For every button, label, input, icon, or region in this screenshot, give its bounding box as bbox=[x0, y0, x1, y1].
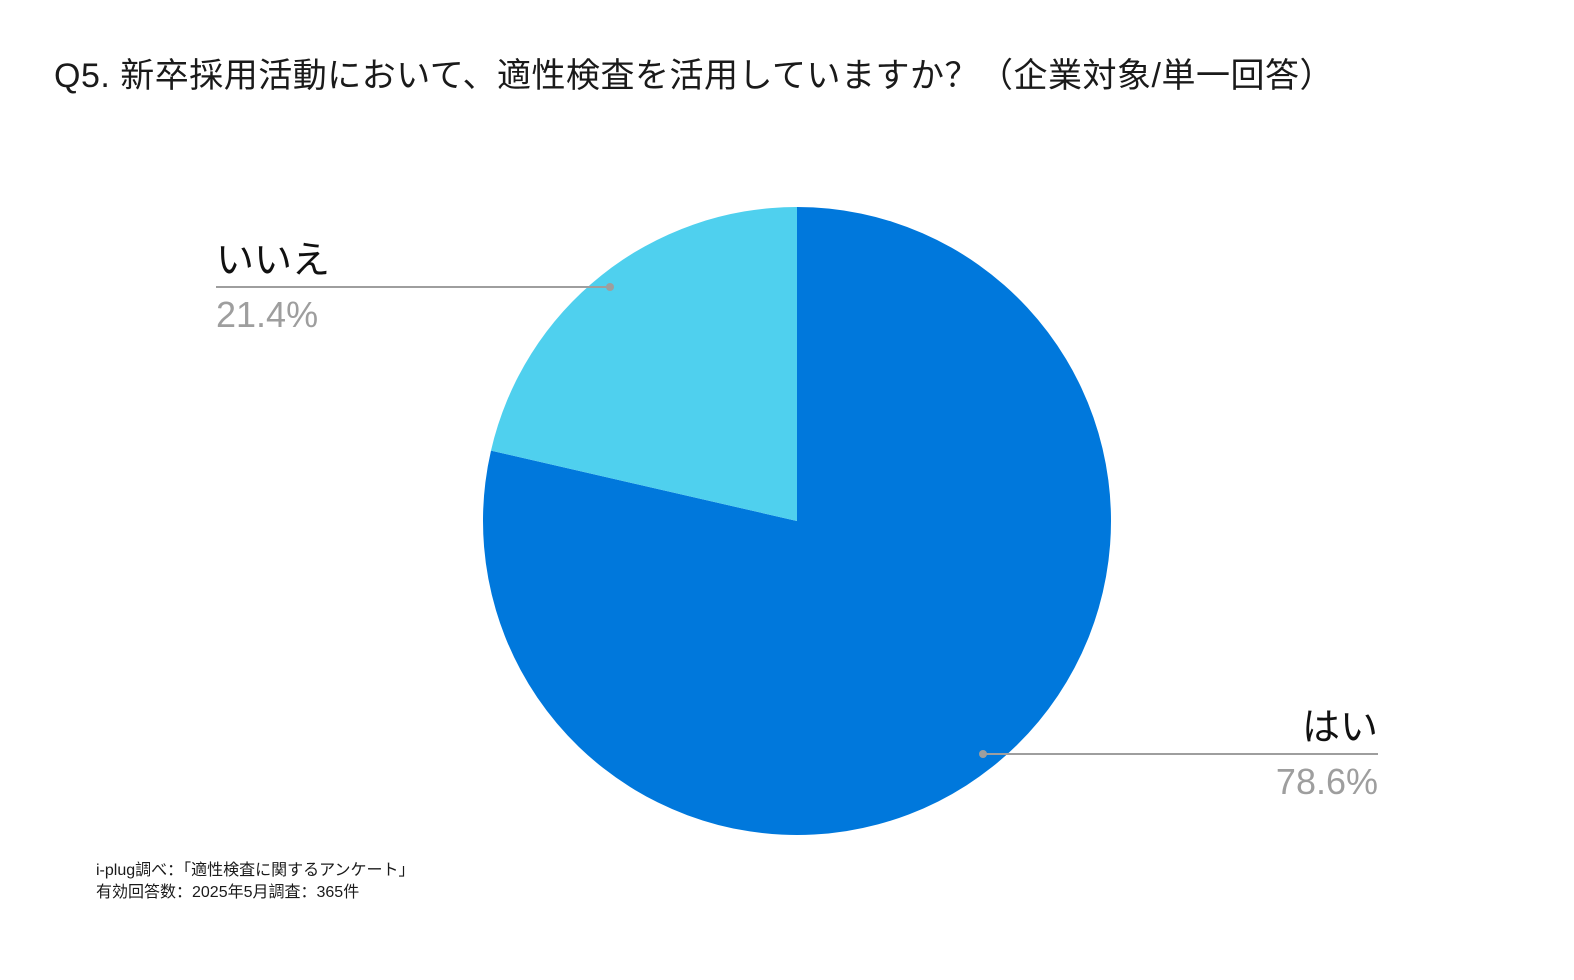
leader-dot-no bbox=[606, 283, 614, 291]
chart-title: Q5. 新卒採用活動において、適性検査を活用していますか？（企業対象/単一回答） bbox=[54, 57, 1334, 95]
pie-slice-no bbox=[490, 207, 797, 521]
slice-label-no: いいえ bbox=[216, 238, 330, 282]
leader-dot-yes bbox=[979, 750, 987, 758]
source-line-responses: 有効回答数：2025年5月調査：365件 bbox=[96, 884, 360, 901]
source-line-survey: i-plug調べ：「適性検査に関するアンケート」 bbox=[96, 862, 415, 879]
slice-percent-yes: 78.6% bbox=[1276, 761, 1378, 802]
slice-label-yes: はい bbox=[1302, 705, 1378, 749]
source-note: i-plug調べ：「適性検査に関するアンケート」 有効回答数：2025年5月調査… bbox=[96, 860, 415, 904]
slice-percent-no: 21.4% bbox=[216, 294, 318, 335]
